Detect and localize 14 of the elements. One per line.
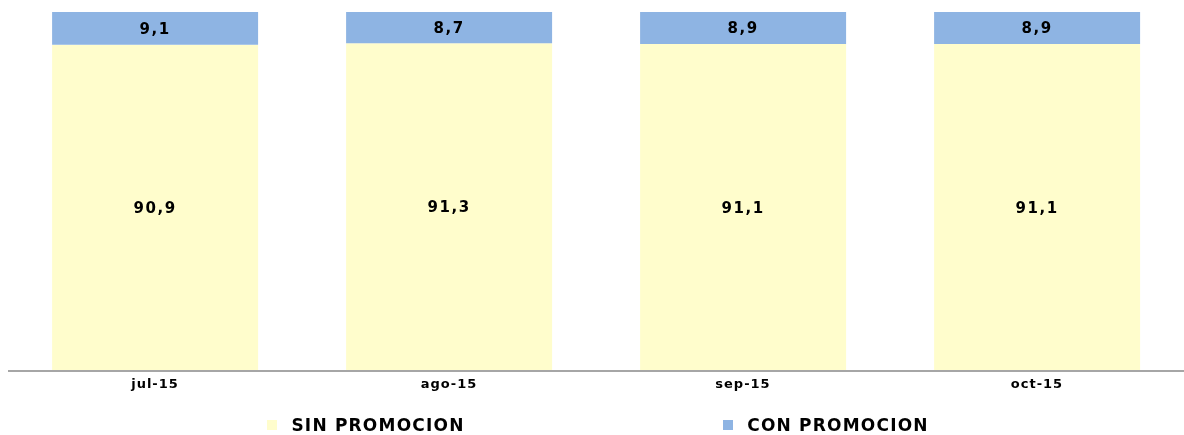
data-label: 91,1 [721,198,765,217]
x-tick-label: jul-15 [130,376,179,392]
legend-label: CON PROMOCION [747,415,929,435]
x-tick-label: ago-15 [420,376,478,392]
data-label: 8,9 [727,19,759,38]
data-label: 91,3 [427,198,471,217]
data-label: 90,9 [133,199,177,218]
data-label: 9,1 [139,19,171,38]
data-label: 8,7 [433,18,465,37]
data-label: 91,1 [1015,198,1059,217]
data-label: 8,9 [1021,19,1053,38]
legend-label: SIN PROMOCION [291,415,465,435]
x-tick-label: oct-15 [1010,376,1064,392]
x-tick-label: sep-15 [715,376,771,392]
